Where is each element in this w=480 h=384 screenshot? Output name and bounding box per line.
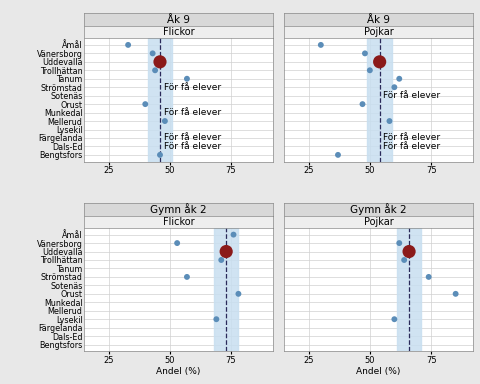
Point: [217, 257, 225, 263]
Text: Gymn åk 2: Gymn åk 2: [350, 204, 407, 215]
Text: Pojkar: Pojkar: [363, 217, 393, 227]
Text: Pojkar: Pojkar: [363, 27, 393, 37]
Point: [235, 291, 242, 297]
Point: [156, 59, 164, 65]
Point: [359, 101, 366, 107]
Text: Flickor: Flickor: [163, 27, 194, 37]
Text: Flickor: Flickor: [163, 217, 194, 227]
Text: Åk 9: Åk 9: [367, 15, 390, 25]
Point: [396, 76, 403, 82]
X-axis label: Andel (%): Andel (%): [156, 367, 201, 376]
Point: [391, 316, 398, 322]
Point: [400, 257, 408, 263]
Point: [173, 240, 181, 246]
Point: [385, 118, 393, 124]
Point: [376, 59, 384, 65]
Point: [452, 291, 459, 297]
Point: [142, 101, 149, 107]
Text: Åk 9: Åk 9: [167, 15, 190, 25]
Point: [425, 274, 432, 280]
Point: [334, 152, 342, 158]
Bar: [148, 38, 172, 162]
Point: [149, 50, 156, 56]
Text: För få elever: För få elever: [384, 142, 441, 151]
Text: För få elever: För få elever: [384, 134, 441, 142]
Point: [229, 232, 237, 238]
Point: [183, 76, 191, 82]
Bar: [367, 38, 392, 162]
Point: [124, 42, 132, 48]
Text: För få elever: För få elever: [164, 108, 221, 117]
X-axis label: Andel (%): Andel (%): [356, 367, 401, 376]
Point: [156, 152, 164, 158]
Point: [161, 118, 169, 124]
Text: För få elever: För få elever: [384, 91, 441, 100]
Text: För få elever: För få elever: [164, 83, 221, 92]
Point: [213, 316, 220, 322]
Bar: [397, 228, 421, 351]
Point: [151, 67, 159, 73]
Point: [396, 240, 403, 246]
Point: [183, 274, 191, 280]
Point: [391, 84, 398, 90]
Point: [317, 42, 324, 48]
Point: [366, 67, 374, 73]
Point: [222, 248, 230, 255]
Text: För få elever: För få elever: [164, 134, 221, 142]
Bar: [214, 228, 239, 351]
Point: [361, 50, 369, 56]
Point: [405, 248, 413, 255]
Text: Gymn åk 2: Gymn åk 2: [150, 204, 207, 215]
Text: För få elever: För få elever: [164, 142, 221, 151]
